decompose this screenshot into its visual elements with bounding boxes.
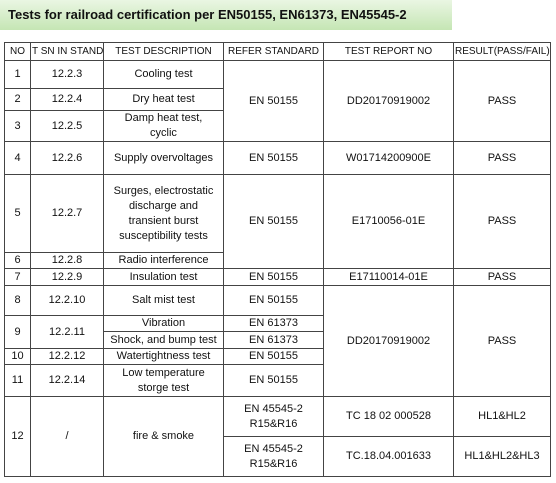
table-cell: 2 xyxy=(4,88,31,111)
table-cell: 1 xyxy=(4,60,31,89)
table-cell: 12.2.12 xyxy=(30,348,104,365)
table-cell: 12.2.8 xyxy=(30,252,104,269)
table-cell: EN 50155 xyxy=(223,285,324,316)
table-cell: 12.2.14 xyxy=(30,364,104,397)
table-cell: 7 xyxy=(4,268,31,286)
table-cell: EN 61373 xyxy=(223,315,324,332)
table-body: 1 12.2.3 Cooling test EN 50155 DD20170919002… xyxy=(4,60,551,477)
table-cell: Supply overvoltages xyxy=(103,141,224,175)
table-row: 8 12.2.10 Salt mist test EN 50155 DD20170919… xyxy=(4,285,551,397)
table-cell: EN 45545-2 R15&R16 xyxy=(223,436,324,477)
table-cell: Watertightness test xyxy=(103,348,224,365)
table-cell: 12.2.9 xyxy=(30,268,104,286)
table-cell: EN 50155 xyxy=(223,174,324,269)
table-cell: / xyxy=(30,396,104,477)
table-cell: PASS xyxy=(453,141,551,175)
table-cell: PASS xyxy=(453,268,551,286)
table-cell: EN 50155 xyxy=(223,141,324,175)
table-cell: Salt mist test xyxy=(103,285,224,316)
table-row: 5 12.2.7 Surges, electrostatic discharge a… xyxy=(4,174,551,269)
table-cell: 12.2.7 xyxy=(30,174,104,253)
cert-table: NO T SN IN STAND. TEST DESCRIPTION REFER ST… xyxy=(4,42,551,477)
table-cell: 6 xyxy=(4,252,31,269)
table-cell: 12.2.5 xyxy=(30,110,104,142)
table-cell: EN 50155 xyxy=(223,364,324,397)
column-header: TEST REPORT NO xyxy=(323,42,454,61)
table-cell: 3 xyxy=(4,110,31,142)
table-cell: EN 61373 xyxy=(223,331,324,349)
column-header: REFER STANDARD xyxy=(223,42,324,61)
column-header: T SN IN STAND. xyxy=(30,42,104,61)
table-cell: EN 50155 xyxy=(223,348,324,365)
header-row: NO T SN IN STAND. TEST DESCRIPTION REFER ST… xyxy=(4,42,551,61)
table-cell: PASS xyxy=(453,174,551,269)
table-cell: 12.2.10 xyxy=(30,285,104,316)
table-row: Shock, and bump test EN 61373 xyxy=(5,331,551,349)
table-cell: 12.2.3 xyxy=(30,60,104,89)
table-row: 3 12.2.5 Damp heat test, cyclic xyxy=(4,110,551,142)
table-row: 4 12.2.6 Supply overvoltages EN 50155 W01714… xyxy=(4,141,551,175)
table-cell: 12.2.4 xyxy=(30,88,104,111)
table-cell: 10 xyxy=(4,348,31,365)
table-cell: 5 xyxy=(4,174,31,253)
table-cell: 11 xyxy=(4,364,31,397)
table-cell: EN 50155 xyxy=(223,60,324,142)
table-cell: W01714200900E xyxy=(323,141,454,175)
table-cell: E17110014-01E xyxy=(323,268,454,286)
table-row: 12/fire & smoke EN 45545-2 R15&R16 TC 18 0… xyxy=(4,396,551,477)
table-cell: fire & smoke xyxy=(103,396,224,477)
table-cell: Cooling test xyxy=(103,60,224,89)
table-cell: Insulation test xyxy=(103,268,224,286)
table-cell: DD20170919002 xyxy=(323,60,454,142)
table-cell: 8 xyxy=(4,285,31,316)
table-cell: PASS xyxy=(453,285,551,397)
column-header: NO xyxy=(4,42,31,61)
table-cell: 12 xyxy=(4,396,31,477)
table-cell: Surges, electrostatic discharge and tran… xyxy=(103,174,224,253)
table-cell: Low temperature storge test xyxy=(103,364,224,397)
table-row: 6 12.2.8 Radio interference xyxy=(4,252,551,269)
table-cell: HL1&HL2&HL3 xyxy=(453,436,551,477)
table-cell: 12.2.11 xyxy=(30,315,104,349)
table-cell: Vibration xyxy=(103,315,224,332)
table-cell: Dry heat test xyxy=(103,88,224,111)
table-cell: 12.2.6 xyxy=(30,141,104,175)
table-cell: 9 xyxy=(4,315,31,349)
table-cell: TC.18.04.001633 xyxy=(323,436,454,477)
table-cell: PASS xyxy=(453,60,551,142)
table-cell: TC 18 02 000528 xyxy=(323,396,454,437)
table-row: 1 12.2.3 Cooling test EN 50155 DD20170919002… xyxy=(4,60,551,142)
table-row: 7 12.2.9 Insulation test EN 50155 E17110014-… xyxy=(4,268,551,286)
table-cell: DD20170919002 xyxy=(323,285,454,397)
column-header: TEST DESCRIPTION xyxy=(103,42,224,61)
column-header: RESULT(PASS/FAIL) xyxy=(453,42,551,61)
table-cell: EN 45545-2 R15&R16 xyxy=(223,396,324,437)
table-cell: Radio interference xyxy=(103,252,224,269)
table-cell: Damp heat test, cyclic xyxy=(103,110,224,142)
table-row: 9 12.2.11 Vibration EN 61373 xyxy=(4,315,551,349)
table-cell: E1710056-01E xyxy=(323,174,454,269)
title: Tests for railroad certification per EN5… xyxy=(0,0,452,30)
table-cell: HL1&HL2 xyxy=(453,396,551,437)
table-row: EN 45545-2 R15&R16 TC.18.04.001633 HL1&HL2… xyxy=(5,436,551,477)
table-cell: EN 50155 xyxy=(223,268,324,286)
table-cell: 4 xyxy=(4,141,31,175)
table-row: 2 12.2.4 Dry heat test xyxy=(4,88,551,111)
table-cell: Shock, and bump test xyxy=(103,331,224,349)
